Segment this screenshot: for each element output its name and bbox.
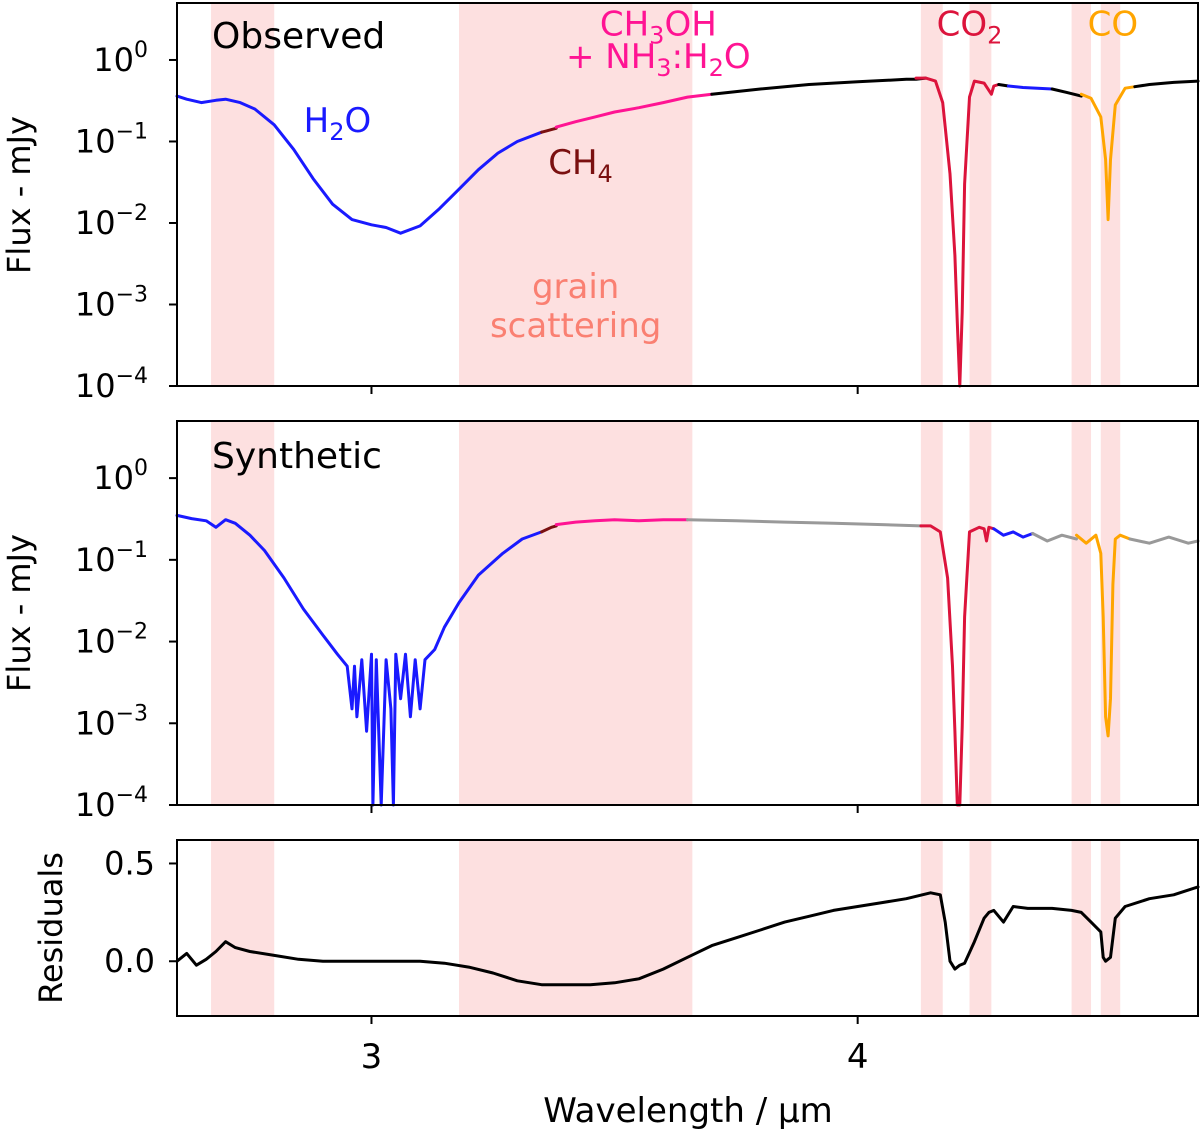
annotation-nh3-h2o: + NH3:H2O xyxy=(566,37,751,82)
annotation-grain: grain xyxy=(532,267,619,307)
synthetic-spectrum xyxy=(175,513,1200,807)
residuals-shaded-region xyxy=(1071,840,1092,1016)
observed-series-ch3oh-nh3-h2o xyxy=(554,92,714,129)
residuals-y-tick-label: 0.5 xyxy=(104,844,155,882)
residuals-series-residuals xyxy=(175,885,1200,987)
synthetic-series-ch3oh-nh3-h2o xyxy=(554,518,689,527)
synthetic-panel: Synthetic 100 10−1 10−2 10−3 10−4 Flux - mJy xyxy=(0,420,1200,824)
synthetic-shaded-region xyxy=(1071,421,1092,805)
synthetic-y-tick-label: 100 xyxy=(93,456,148,497)
residuals-shaded-region xyxy=(920,840,943,1016)
synthetic-y-tick-label: 10−3 xyxy=(75,701,148,742)
observed-series-co xyxy=(1079,85,1137,222)
observed-y-tick-label: 10−4 xyxy=(75,364,148,405)
observed-series-continuum xyxy=(710,76,928,96)
synthetic-series-h2o xyxy=(992,527,1035,539)
observed-series-h2o xyxy=(1006,84,1054,91)
synthetic-y-axis-label: Flux - mJy xyxy=(0,534,38,692)
observed-series-continuum xyxy=(1050,87,1083,98)
residuals-shaded-region xyxy=(1100,840,1121,1016)
observed-y-tick-label: 100 xyxy=(93,38,148,79)
x-tick-label: 3 xyxy=(361,1037,383,1077)
observed-frame xyxy=(176,2,1199,387)
observed-spectrum xyxy=(175,76,1200,388)
x-axis-label: Wavelength / μm xyxy=(543,1091,833,1131)
observed-series-continuum xyxy=(1133,79,1200,89)
observed-shaded-region xyxy=(458,3,693,386)
observed-series-continuum xyxy=(997,83,1010,88)
observed-y-tick-label: 10−3 xyxy=(75,282,148,323)
synthetic-frame xyxy=(176,420,1199,806)
synthetic-y-tick-label: 10−4 xyxy=(75,783,148,824)
annotation-scattering: scattering xyxy=(490,306,661,346)
synthetic-y-tick-label: 10−1 xyxy=(75,538,148,579)
observed-shaded-region xyxy=(211,3,275,386)
residuals-y-tick-label: 0.0 xyxy=(104,942,155,980)
synthetic-shaded-region xyxy=(211,421,275,805)
x-tick-label: 4 xyxy=(847,1037,869,1077)
synthetic-y-axis: 100 10−1 10−2 10−3 10−4 xyxy=(75,456,177,824)
annotation-co: CO xyxy=(1088,4,1139,44)
residuals-y-axis-label: Residuals xyxy=(32,852,70,1004)
residuals-shaded-regions xyxy=(211,840,1121,1016)
residuals-trace xyxy=(175,885,1200,987)
residuals-shaded-region xyxy=(211,840,275,1016)
synthetic-series-model-continuum xyxy=(1031,532,1078,543)
synthetic-series-co2 xyxy=(919,524,996,807)
residuals-shaded-region xyxy=(458,840,693,1016)
annotation-h2o: H2O xyxy=(304,101,372,146)
synthetic-shaded-region xyxy=(969,421,992,805)
synthetic-series-ch4 xyxy=(540,524,558,534)
residuals-frame xyxy=(176,839,1199,1017)
observed-y-axis: 100 10−1 10−2 10−3 10−4 xyxy=(75,38,177,405)
observed-shaded-region xyxy=(969,3,992,386)
observed-shaded-region xyxy=(920,3,943,386)
observed-shaded-region xyxy=(1071,3,1092,386)
observed-series-ch4 xyxy=(540,126,558,134)
residuals-y-axis: 0.5 0.0 xyxy=(104,844,177,980)
synthetic-shaded-region xyxy=(920,421,943,805)
annotation-ch4: CH4 xyxy=(548,143,613,188)
observed-y-tick-label: 10−1 xyxy=(75,119,148,160)
synthetic-series-model-continuum xyxy=(1128,535,1200,545)
observed-series-co2 xyxy=(914,76,1001,388)
synthetic-shaded-regions xyxy=(211,421,1121,805)
synthetic-shaded-region xyxy=(458,421,693,805)
synthetic-series-model-continuum xyxy=(686,518,923,528)
synthetic-series-co xyxy=(1075,533,1132,738)
observed-series-h2o xyxy=(175,94,544,235)
synthetic-panel-label: Synthetic xyxy=(212,436,382,477)
observed-panel-label: Observed xyxy=(212,16,385,57)
observed-y-axis-label: Flux - mJy xyxy=(0,116,38,274)
annotation-ch3oh: CH3OH xyxy=(600,4,717,49)
observed-y-tick-label: 10−2 xyxy=(75,201,148,242)
synthetic-y-tick-label: 10−2 xyxy=(75,620,148,661)
annotation-co2: CO2 xyxy=(937,4,1003,49)
